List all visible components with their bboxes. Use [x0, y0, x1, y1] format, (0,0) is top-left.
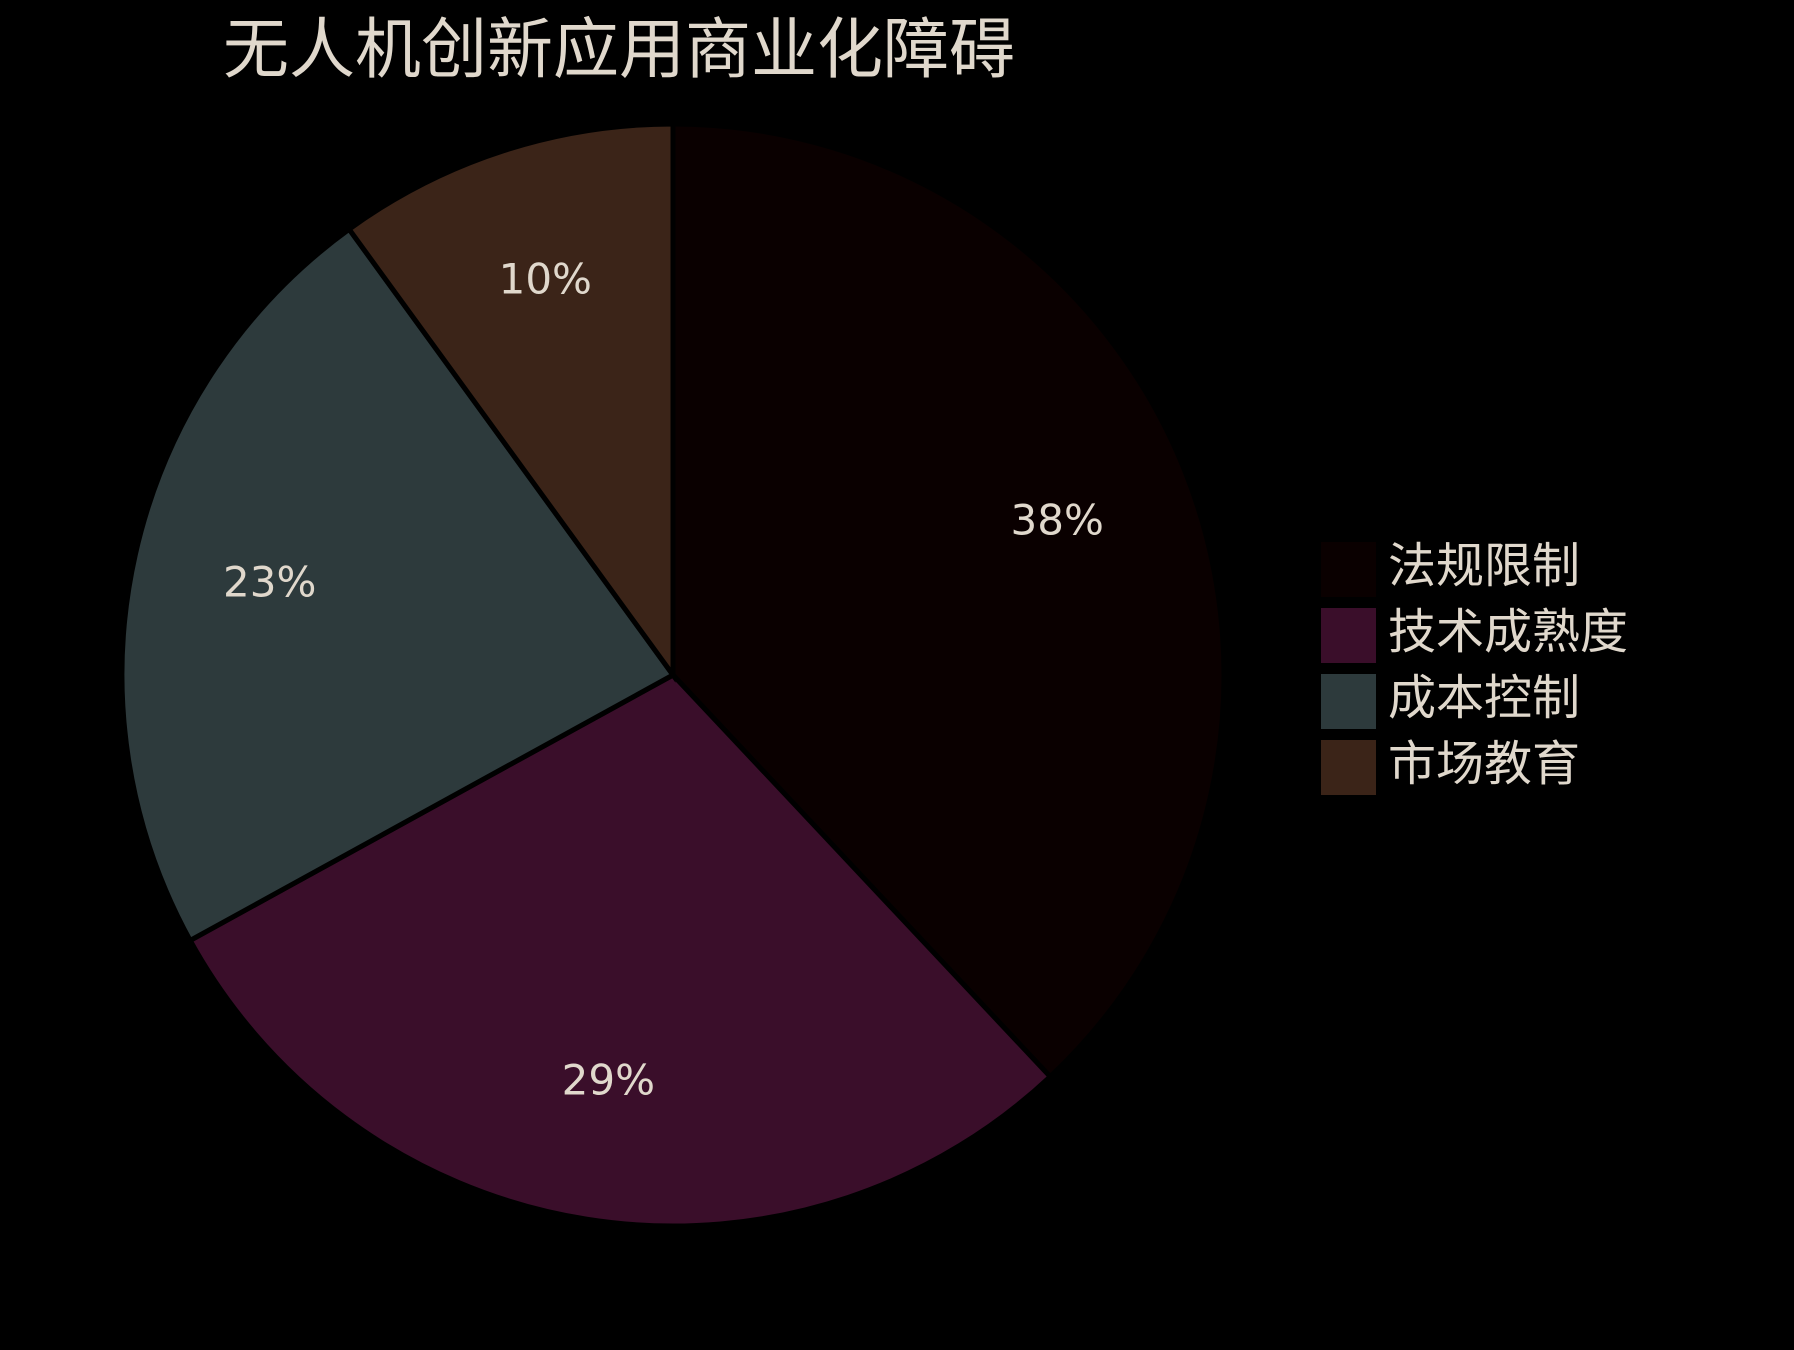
- pie-slice: [345, 121, 676, 683]
- pie-slice: [186, 671, 1054, 1229]
- slice-label: 38%: [1011, 495, 1104, 544]
- legend-label: 成本控制: [1388, 670, 1580, 726]
- slice-label: 23%: [223, 557, 316, 606]
- legend-label: 法规限制: [1388, 538, 1580, 594]
- pie-slice: [119, 225, 677, 944]
- legend-swatch: [1321, 542, 1376, 597]
- legend-swatch: [1321, 740, 1376, 795]
- legend-swatch: [1321, 674, 1376, 729]
- pie-slice: [670, 121, 1227, 1081]
- chart-title: 无人机创新应用商业化障碍: [223, 11, 1015, 88]
- slice-label: 10%: [499, 254, 592, 303]
- slice-label: 29%: [562, 1056, 655, 1105]
- legend-label: 技术成熟度: [1388, 604, 1628, 660]
- legend-label: 市场教育: [1388, 736, 1580, 792]
- legend-swatch: [1321, 608, 1376, 663]
